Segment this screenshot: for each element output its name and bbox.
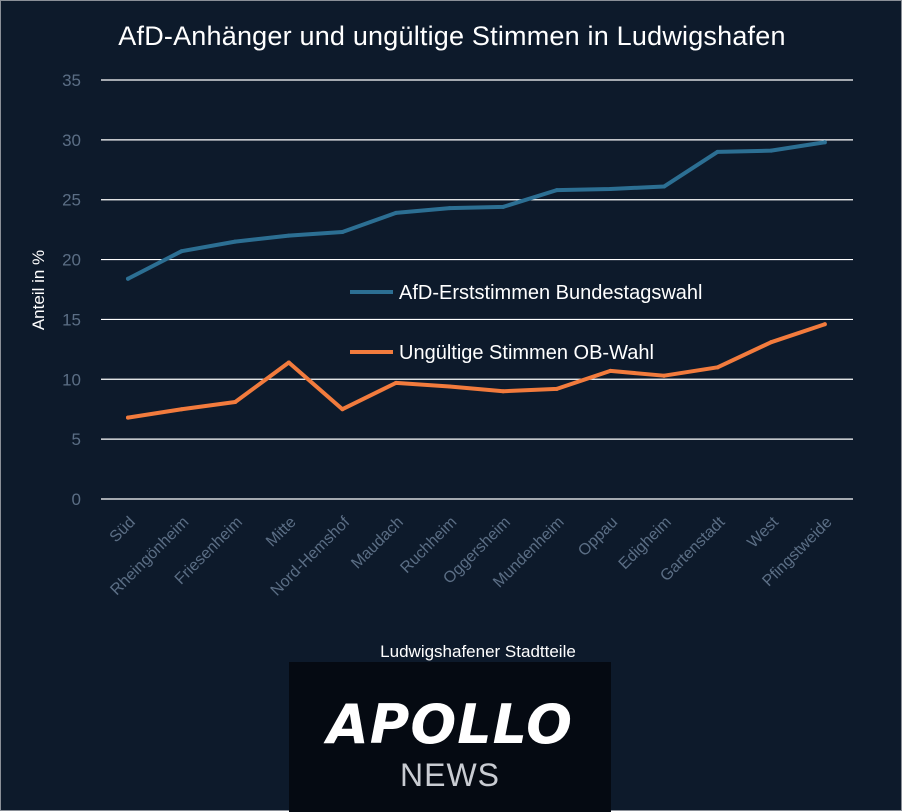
data-point <box>286 360 291 365</box>
data-point <box>340 407 345 412</box>
x-tick-label: Süd <box>107 514 139 546</box>
data-point <box>286 233 291 238</box>
logo-apollo-text: APOLLO <box>326 693 574 756</box>
legend-label: Ungültige Stimmen OB-Wahl <box>399 342 654 364</box>
data-point <box>715 149 720 154</box>
y-tick-label: 25 <box>62 191 81 210</box>
x-tick-label: Mitte <box>263 514 300 551</box>
y-axis-label: Anteil in % <box>29 250 48 330</box>
data-point <box>126 276 130 281</box>
data-point <box>608 368 613 373</box>
data-point <box>715 365 720 370</box>
data-point <box>447 384 452 389</box>
y-tick-label: 10 <box>62 370 81 389</box>
data-point <box>822 140 827 145</box>
x-axis-label: Ludwigshafener Stadtteile <box>380 642 576 661</box>
chart-title: AfD-Anhänger und ungültige Stimmen in Lu… <box>118 21 786 51</box>
series-line-1 <box>126 322 827 420</box>
y-tick-label: 0 <box>72 490 81 509</box>
data-point <box>447 206 452 211</box>
x-tick-label: West <box>744 513 782 551</box>
data-point <box>233 239 238 244</box>
data-point <box>340 230 345 235</box>
y-tick-label: 20 <box>62 251 81 270</box>
legend-label: AfD-Erststimmen Bundestagswahl <box>399 282 702 304</box>
logo-news-text: NEWS <box>400 757 500 793</box>
data-point <box>662 184 666 189</box>
data-point <box>554 188 559 193</box>
data-point <box>179 249 184 254</box>
data-point <box>501 204 506 209</box>
data-point <box>394 380 398 385</box>
y-tick-label: 30 <box>62 131 81 150</box>
data-point <box>126 415 130 420</box>
data-point <box>501 389 506 394</box>
data-point <box>233 400 238 405</box>
data-point <box>179 407 184 412</box>
data-point <box>662 373 666 378</box>
data-point <box>822 322 827 327</box>
data-point <box>769 340 774 345</box>
y-tick-label: 15 <box>62 310 81 329</box>
data-point <box>769 148 774 153</box>
data-point <box>554 386 559 391</box>
y-tick-label: 35 <box>62 71 81 90</box>
data-point <box>394 210 398 215</box>
series-line-0 <box>126 140 827 281</box>
apollo-news-logo: APOLLO NEWS <box>289 662 611 812</box>
x-tick-label: Oppau <box>575 514 621 560</box>
data-point <box>608 186 613 191</box>
y-tick-label: 5 <box>72 430 81 449</box>
